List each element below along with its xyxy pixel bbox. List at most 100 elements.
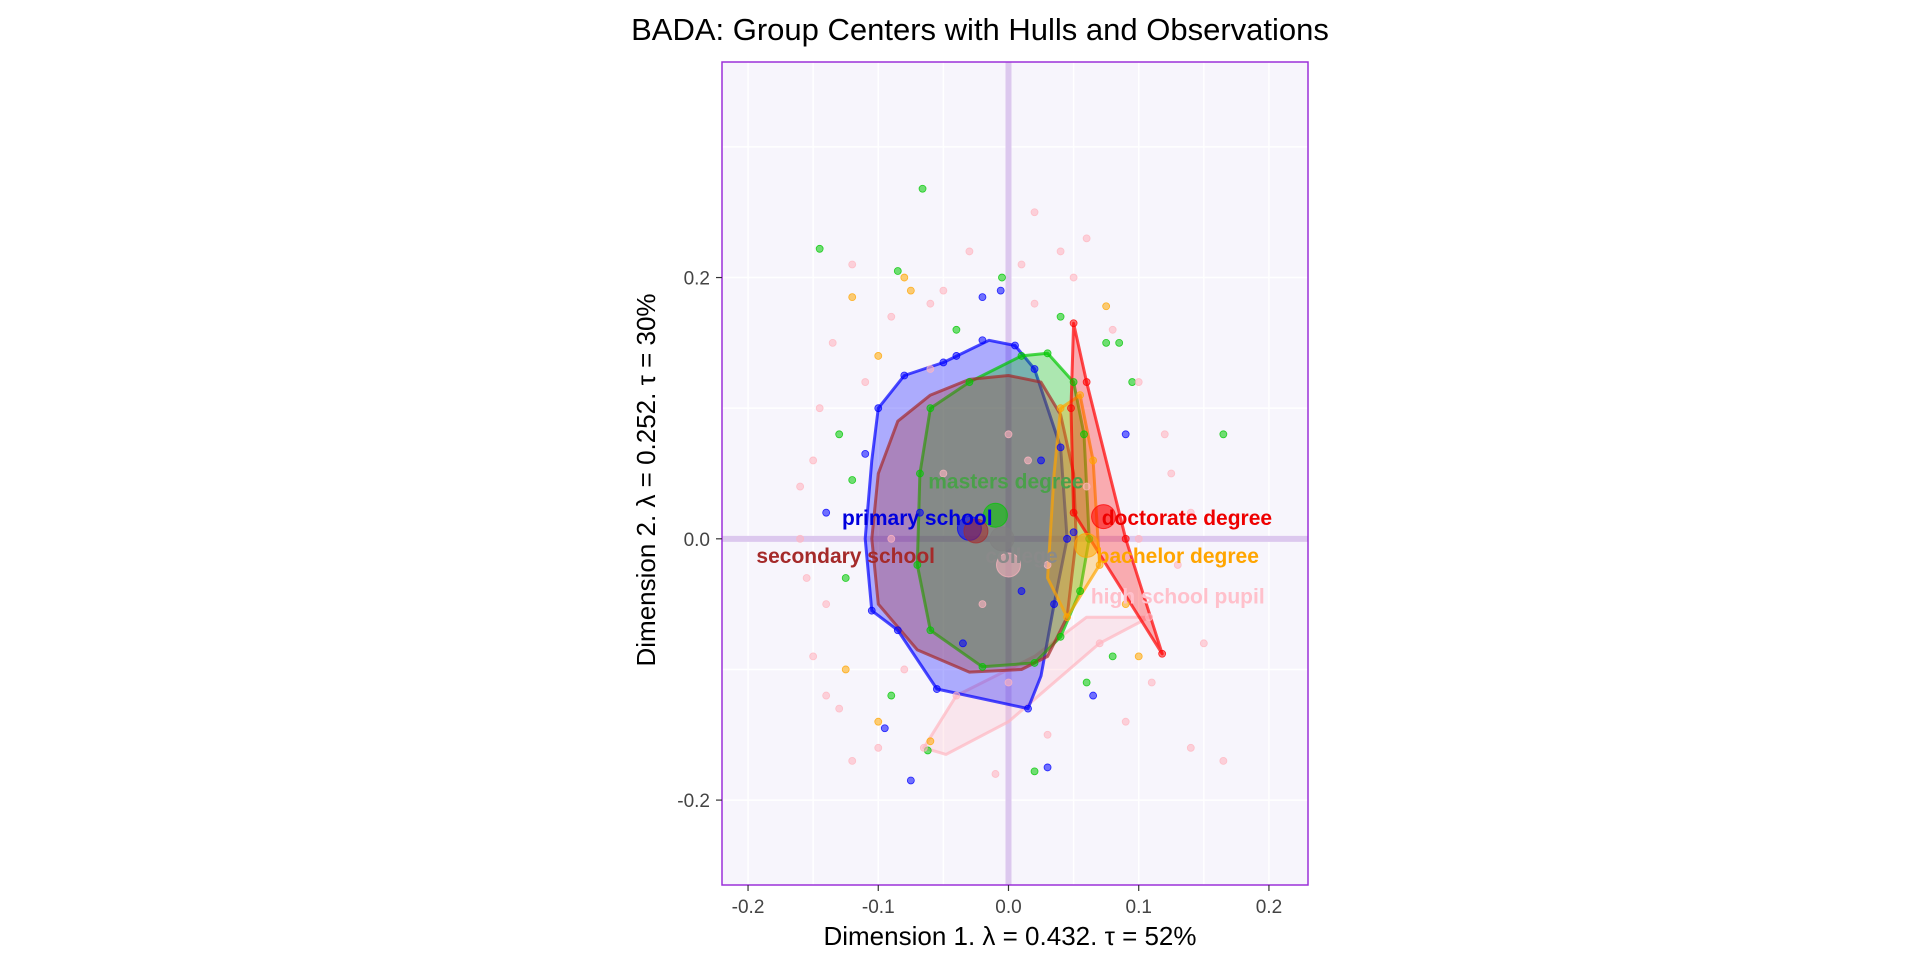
observation-point [1115,338,1124,347]
group-center-high-school-pupil [995,552,1021,578]
observation-point [815,404,824,413]
observation-point [867,606,876,615]
observation-point [939,286,948,295]
observation-point [1121,600,1130,609]
observation-point [809,456,818,465]
group-center-secondary-school [963,518,989,544]
observation-point [1186,743,1195,752]
observation-point [1199,639,1208,648]
group-centers [956,502,1117,578]
observation-point [1134,378,1143,386]
observation-point [1082,482,1091,491]
observation-point [835,430,844,439]
observation-point [1043,763,1052,772]
observation-point [978,293,987,302]
observation-point [965,378,974,386]
observation-point [1108,652,1117,661]
group-center-bachelor-degree [1074,532,1100,558]
observation-point [1069,319,1078,328]
observation-point [900,371,909,380]
chart-title: BADA: Group Centers with Hulls and Obser… [631,12,1329,47]
observation-point [1167,469,1176,478]
group-label-college: college [985,545,1057,568]
plot-panel-border [721,61,1309,886]
observation-point [1004,430,1013,439]
observation-point [1056,247,1065,256]
observation-point [919,743,928,752]
observation-point [1037,456,1045,465]
observation-point [887,691,896,700]
observation-point [1069,273,1078,282]
observation-point [822,508,831,517]
observation-point [1030,299,1039,308]
observation-point [861,378,870,386]
x-tick-label: 0.0 [995,897,1021,918]
observation-point [906,286,915,295]
observation-point [1173,561,1182,569]
observation-point [1063,534,1071,543]
observation-point [978,662,987,671]
observation-point [828,338,837,347]
observation-point [916,508,924,517]
observation-point [1089,456,1098,465]
observation-point [887,534,896,543]
observation-point [1095,561,1104,569]
y-tick-label: 0.2 [684,269,710,290]
observation-point [1219,756,1228,765]
observation-point [796,534,805,543]
observation-point [959,639,967,648]
observation-point [874,404,883,413]
observation-point [978,600,987,609]
observation-point [848,476,857,484]
observation-point [1102,338,1111,347]
group-labels: primary school masters degree doctorate de… [756,470,1272,608]
observation-point [802,574,811,582]
observation-point [1067,404,1075,413]
observation-point [926,737,935,746]
observation-point [809,652,818,661]
observation-point [1030,767,1039,776]
observation-point [893,267,902,275]
observation-point [918,184,927,193]
observation-point [1145,613,1154,622]
observation-point [1128,378,1137,386]
observation-point [1056,632,1065,641]
observation-point [874,717,883,726]
observation-point [1043,730,1052,739]
observation-point [1056,443,1065,452]
observation-point [874,352,883,360]
observation-point [1147,678,1156,687]
observation-point [1108,325,1117,334]
observation-point [796,482,805,491]
y-tick-label: 0.0 [684,530,710,551]
observation-point [1186,508,1195,517]
group-center-doctorate-degree [1091,504,1117,530]
observation-point [1102,302,1111,311]
observation-point [1004,678,1013,687]
observation-point [1024,704,1032,713]
observation-point [1024,456,1032,465]
x-tick-label: -0.1 [862,897,895,918]
observation-point [900,273,909,282]
observation-point [815,244,824,253]
observation-point [893,626,902,635]
observation-point [841,574,850,582]
observation-point [1121,430,1130,439]
observation-point [848,260,857,269]
observation-point [822,600,831,609]
observation-point [1121,717,1130,726]
observation-point [952,691,961,700]
observation-point [952,325,961,334]
observation-point [880,724,889,733]
observation-point [1063,613,1071,622]
observation-point [939,358,948,367]
observation-point [926,626,935,635]
observation-point [1050,600,1058,609]
observation-point [991,770,1000,778]
observation-point [906,776,915,785]
observation-point [939,469,948,478]
observation-point [916,469,924,478]
observation-point [1069,508,1078,517]
group-center-masters-degree [982,502,1008,528]
